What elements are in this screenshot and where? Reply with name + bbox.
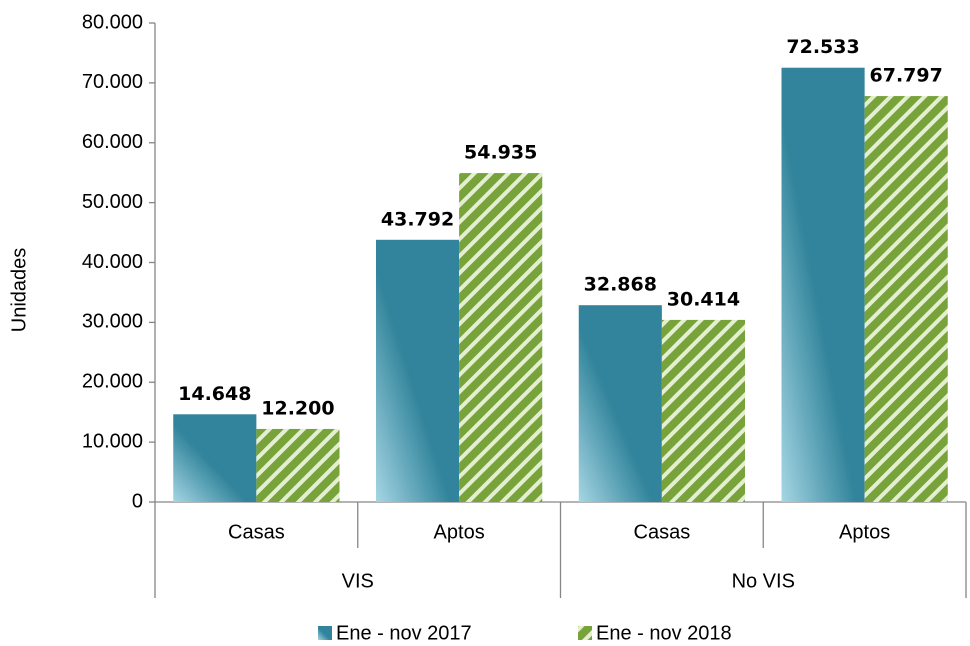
value-label: 12.200 — [261, 397, 334, 419]
y-tick-label: 60.000 — [82, 131, 143, 153]
legend-label: Ene - nov 2018 — [596, 622, 732, 644]
y-tick-label: 10.000 — [82, 430, 143, 452]
group-label: No VIS — [732, 570, 795, 592]
bar — [661, 319, 746, 502]
bar — [256, 428, 340, 502]
value-label: 72.533 — [786, 36, 859, 58]
x-tick-label: Aptos — [839, 521, 890, 543]
legend-swatch — [578, 626, 592, 640]
bar — [578, 305, 662, 502]
y-tick-label: 20.000 — [82, 371, 143, 393]
value-label: 67.797 — [870, 65, 943, 87]
bar — [781, 67, 865, 502]
group-label: VIS — [342, 570, 374, 592]
y-tick-label: 40.000 — [82, 251, 143, 273]
y-tick-label: 0 — [132, 490, 143, 512]
value-label: 14.648 — [178, 383, 251, 405]
y-axis-label: Unidades — [8, 248, 30, 333]
x-tick-label: Casas — [228, 521, 285, 543]
y-tick-label: 30.000 — [82, 311, 143, 333]
y-tick-label: 50.000 — [82, 191, 143, 213]
bar — [375, 239, 460, 502]
x-tick-label: Aptos — [434, 521, 485, 543]
value-label: 54.935 — [464, 142, 537, 164]
value-label: 43.792 — [381, 208, 454, 230]
legend-swatch — [318, 626, 332, 640]
legend-label: Ene - nov 2017 — [336, 622, 472, 644]
value-label: 32.868 — [584, 274, 657, 296]
bar — [173, 414, 257, 502]
bar — [864, 96, 948, 502]
bar — [459, 173, 543, 502]
y-tick-label: 80.000 — [82, 11, 143, 33]
value-label: 30.414 — [667, 288, 740, 310]
x-tick-label: Casas — [634, 521, 691, 543]
y-tick-label: 70.000 — [82, 71, 143, 93]
